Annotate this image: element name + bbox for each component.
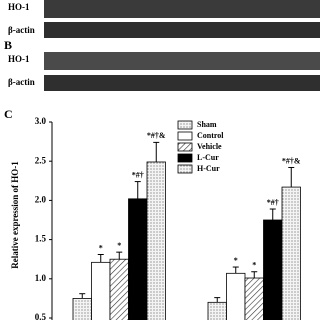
legend-label: Sham (197, 120, 217, 129)
legend-swatch (177, 153, 193, 163)
bar (281, 186, 301, 320)
y-tick-label: 2.5 (35, 155, 47, 165)
blot-strip (44, 75, 320, 91)
significance-label: * (117, 241, 121, 250)
bar (128, 198, 148, 320)
significance-label: * (234, 256, 238, 265)
legend-swatch (177, 142, 193, 152)
panel-letter: C (4, 107, 13, 121)
blot-label: β-actin (8, 77, 35, 87)
y-tick-label: 2.0 (35, 194, 47, 204)
panel-letter: B (4, 38, 12, 52)
blot-label: β-actin (8, 25, 35, 35)
bar (244, 277, 264, 320)
y-axis-label: Relative expression of HO-1 (10, 161, 20, 269)
bar (109, 258, 129, 320)
legend-label: H-Cur (197, 164, 220, 173)
significance-label: *#† (132, 170, 144, 179)
significance-label: *#† (267, 198, 279, 207)
legend-label: Vehicle (197, 142, 222, 151)
bar (263, 219, 283, 320)
bar (207, 301, 227, 320)
significance-label: * (99, 243, 103, 252)
significance-label: * (252, 261, 256, 270)
bar (226, 272, 246, 320)
y-tick-label: 1.5 (35, 234, 47, 244)
blot-label: HO-1 (8, 2, 30, 12)
blot-strip (44, 52, 320, 70)
blot-label: HO-1 (8, 54, 30, 64)
significance-label: *#†& (282, 156, 301, 165)
legend-label: Control (197, 131, 224, 140)
bar (91, 261, 111, 320)
legend-swatch (177, 164, 193, 174)
blot-strip (44, 0, 320, 18)
y-tick-label: 3.0 (35, 116, 47, 126)
bar (146, 161, 166, 320)
legend-label: L-Cur (197, 153, 219, 162)
y-tick-label: 0.5 (35, 312, 47, 320)
significance-label: *#†& (147, 131, 166, 140)
bar (72, 297, 92, 320)
legend-swatch (177, 131, 193, 141)
legend-swatch (177, 120, 193, 130)
y-tick-label: 1.0 (35, 273, 47, 283)
blot-strip (44, 22, 320, 38)
